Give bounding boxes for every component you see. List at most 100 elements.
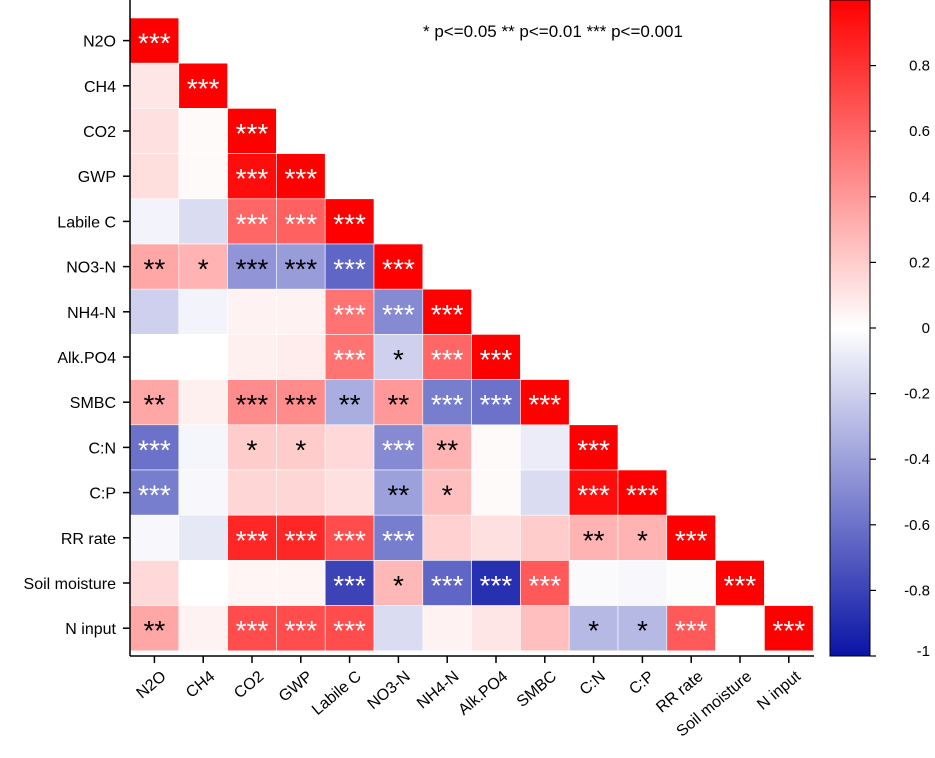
heatmap-cell bbox=[276, 514, 326, 561]
y-axis-label: C:N bbox=[88, 440, 116, 457]
significance-mark: ** bbox=[144, 389, 166, 420]
heatmap-cell bbox=[324, 560, 375, 606]
heatmap-cell bbox=[178, 514, 228, 561]
significance-mark: *** bbox=[236, 163, 269, 194]
x-axis-label: NO3-N bbox=[365, 668, 414, 713]
heatmap-cell bbox=[471, 424, 521, 471]
x-axis-label: Alk.PO4 bbox=[455, 668, 511, 719]
significance-mark: *** bbox=[480, 570, 513, 601]
heatmap-cell bbox=[471, 469, 521, 516]
heatmap-cell bbox=[422, 514, 472, 561]
x-axis-label: GWP bbox=[276, 668, 316, 706]
significance-mark: *** bbox=[333, 254, 366, 285]
heatmap-cell bbox=[276, 605, 326, 652]
y-axis-label: SMBC bbox=[70, 395, 116, 412]
significance-mark: *** bbox=[138, 434, 171, 465]
heatmap-cell bbox=[178, 469, 228, 516]
significance-mark: *** bbox=[431, 570, 464, 601]
y-axis-label: C:P bbox=[89, 486, 116, 503]
significance-mark: * bbox=[393, 344, 404, 375]
x-axis-label: C:N bbox=[577, 668, 609, 699]
significance-mark: *** bbox=[626, 480, 659, 511]
heatmap-cell bbox=[520, 605, 570, 652]
heatmap-cell bbox=[276, 334, 326, 380]
heatmap-cell bbox=[373, 288, 424, 335]
significance-mark: *** bbox=[284, 163, 317, 194]
heatmap-cell bbox=[617, 605, 668, 652]
significance-mark: ** bbox=[388, 480, 410, 511]
heatmap-cell bbox=[715, 605, 765, 652]
heatmap-cell bbox=[471, 334, 521, 380]
x-axis-label: N input bbox=[754, 668, 804, 714]
colorbar-tick-label: 0.4 bbox=[909, 189, 930, 206]
heatmap-cell bbox=[324, 424, 375, 471]
heatmap-cell bbox=[178, 424, 228, 471]
significance-mark: *** bbox=[236, 118, 269, 149]
heatmap-cell bbox=[129, 469, 180, 516]
heatmap-cell bbox=[227, 198, 277, 245]
heatmap-cell bbox=[617, 560, 668, 606]
heatmap-cell bbox=[666, 605, 716, 652]
significance-mark: * bbox=[637, 525, 648, 556]
significance-mark: * bbox=[442, 480, 453, 511]
significance-mark: *** bbox=[431, 299, 464, 330]
heatmap-cell bbox=[666, 514, 716, 561]
significance-mark: *** bbox=[236, 208, 269, 239]
significance-mark: *** bbox=[333, 344, 366, 375]
x-axis-label: CO2 bbox=[231, 668, 267, 702]
significance-mark: *** bbox=[236, 615, 269, 646]
heatmap-cell bbox=[227, 605, 277, 652]
heatmap-cell bbox=[764, 605, 814, 652]
heatmap-cell bbox=[129, 605, 180, 652]
significance-mark: *** bbox=[382, 525, 415, 556]
heatmap-cell bbox=[227, 379, 277, 426]
colorbar-tick-label: 0.8 bbox=[909, 58, 930, 75]
heatmap-cell bbox=[129, 560, 180, 606]
heatmap-cell bbox=[178, 198, 228, 245]
y-axis-label: N input bbox=[65, 621, 116, 638]
heatmap-cell bbox=[568, 560, 619, 606]
heatmap-cell bbox=[227, 108, 277, 154]
heatmap-cell bbox=[178, 288, 228, 335]
y-axis-label: N2O bbox=[83, 34, 116, 51]
heatmap-cells: ************ ****** *** ***** * *** *** *** ****… bbox=[129, 17, 814, 652]
heatmap-cell bbox=[324, 334, 375, 380]
heatmap-cell bbox=[227, 334, 277, 380]
heatmap-cell bbox=[471, 560, 521, 606]
heatmap-cell bbox=[422, 469, 472, 516]
significance-mark: *** bbox=[528, 570, 561, 601]
significance-mark: *** bbox=[528, 389, 561, 420]
significance-mark: * bbox=[637, 615, 648, 646]
significance-mark: *** bbox=[675, 525, 708, 556]
y-axis-labels: N2O CH4 CO2 GWP Labile C NO3-N NH4-N Alk.PO4 SMB… bbox=[24, 34, 130, 638]
heatmap-cell bbox=[568, 424, 619, 471]
significance-mark: *** bbox=[772, 615, 805, 646]
heatmap-cell bbox=[129, 108, 180, 154]
significance-mark: *** bbox=[284, 525, 317, 556]
colorbar-ticks: 0.8 0.6 0.4 0.2 0 -0.2 -0.4 -0.6 -0.8 -1 bbox=[870, 58, 930, 660]
heatmap-cell bbox=[227, 469, 277, 516]
colorbar-tick-label: 0 bbox=[922, 320, 930, 337]
heatmap-cell bbox=[373, 469, 424, 516]
significance-mark: *** bbox=[382, 434, 415, 465]
heatmap-cell bbox=[227, 560, 277, 606]
significance-mark: *** bbox=[187, 73, 220, 104]
heatmap-cell bbox=[178, 243, 228, 290]
colorbar-tick-label: -0.8 bbox=[904, 582, 930, 599]
heatmap-cell bbox=[324, 379, 375, 426]
heatmap-cell bbox=[276, 288, 326, 335]
significance-mark: *** bbox=[431, 389, 464, 420]
significance-mark: ** bbox=[388, 389, 410, 420]
colorbar-tick-label: -0.6 bbox=[904, 517, 930, 534]
colorbar-tick-label: 0.6 bbox=[909, 123, 930, 140]
heatmap-cell bbox=[617, 514, 668, 561]
heatmap-cell bbox=[178, 560, 228, 606]
heatmap-cell bbox=[324, 605, 375, 652]
significance-mark: ** bbox=[144, 254, 166, 285]
significance-mark: *** bbox=[724, 570, 757, 601]
x-axis-label: SMBC bbox=[514, 668, 560, 711]
heatmap-cell bbox=[324, 514, 375, 561]
heatmap-cell bbox=[422, 334, 472, 380]
significance-mark: *** bbox=[333, 570, 366, 601]
